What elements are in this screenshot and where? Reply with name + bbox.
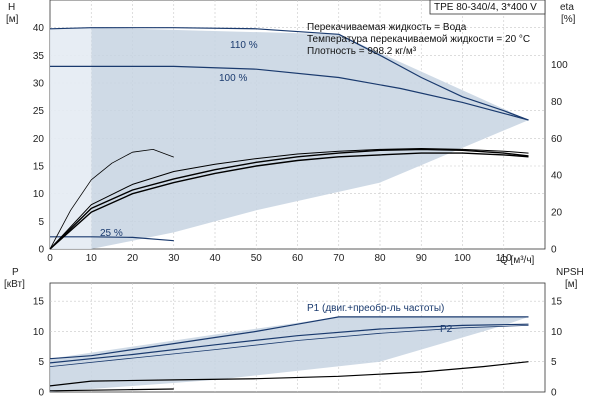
note-density: Плотность = 998.2 кг/м³ — [307, 46, 417, 57]
x-tick: 100 — [454, 253, 471, 264]
x-tick: 70 — [333, 253, 345, 264]
eta-y-label: eta — [560, 2, 574, 13]
head-ticks: 0 5 10 15 20 25 30 35 40 0 20 40 60 80 100 0 10 20 30 40 50 6… — [33, 23, 568, 264]
y-tick-right: 60 — [551, 134, 563, 145]
series-line-2 — [49, 325, 529, 367]
y-tick-right: 5 — [551, 357, 557, 368]
y-tick-right: 40 — [551, 171, 563, 182]
y-tick-right: 0 — [551, 245, 557, 256]
y-tick-left: 25 — [33, 106, 45, 117]
y-tick-left: 0 — [38, 388, 44, 399]
x-tick: 60 — [292, 253, 304, 264]
curve-label-p1: P1 (двиг.+преобр-ль частоты) — [307, 302, 444, 314]
y-tick-right: 10 — [551, 327, 563, 338]
series-line-1 — [50, 65, 529, 121]
y-tick-right: 20 — [551, 208, 563, 219]
series-line-6 — [49, 148, 529, 250]
operating-range — [50, 316, 529, 392]
note-liquid: Перекачиваемая жидкость = Вода — [307, 22, 467, 33]
series-line-3 — [49, 361, 529, 387]
power-ticks: 0 5 10 15 0 5 10 15 — [33, 297, 563, 399]
y-tick-right: 100 — [551, 60, 568, 71]
y-tick-left: 40 — [33, 23, 45, 34]
x-tick: 80 — [374, 253, 386, 264]
series-line-0 — [49, 27, 529, 121]
y-tick-left: 15 — [33, 162, 45, 173]
series-line-4 — [49, 388, 174, 392]
model-title: TPE 80-340/4, 3*400 V — [434, 2, 537, 13]
head-y-label: H — [8, 2, 15, 13]
power-y-label: P — [12, 267, 19, 278]
npsh-y-label-line2: [м] — [565, 279, 578, 290]
head-series — [49, 27, 529, 250]
y-tick-right: 0 — [551, 388, 557, 399]
series-line-2 — [50, 236, 174, 242]
y-tick-left: 10 — [33, 189, 45, 200]
y-tick-left: 20 — [33, 134, 45, 145]
x-tick: 0 — [47, 253, 53, 264]
series-line-4 — [49, 152, 529, 250]
series-line-1 — [49, 323, 529, 364]
head-y-label-line2: [м] — [6, 14, 19, 25]
series-line-5 — [49, 148, 529, 250]
power-operating-area — [50, 316, 529, 392]
y-tick-right: 80 — [551, 97, 563, 108]
npsh-y-label: NPSH — [556, 267, 584, 278]
x-tick: 40 — [209, 253, 221, 264]
eta-y-label-line2: [%] — [561, 14, 576, 25]
x-tick: 30 — [168, 253, 180, 264]
y-tick-left: 15 — [33, 297, 45, 308]
curve-label-110: 110 % — [230, 40, 258, 51]
curve-label-p2: P2 — [440, 324, 453, 335]
series-line-3 — [49, 149, 174, 250]
y-tick-left: 0 — [38, 245, 44, 256]
operating-range-light — [50, 27, 92, 250]
power-series — [49, 316, 529, 392]
power-y-label-line2: [кВт] — [4, 279, 25, 290]
x-tick: 20 — [127, 253, 139, 264]
model-box — [429, 0, 546, 15]
x-tick: 50 — [251, 253, 263, 264]
y-tick-left: 30 — [33, 79, 45, 90]
curve-label-100: 100 % — [219, 73, 247, 84]
x-tick: 10 — [86, 253, 98, 264]
operating-range — [91, 27, 529, 250]
y-tick-left: 5 — [38, 217, 44, 228]
y-tick-left: 35 — [33, 51, 45, 62]
x-tick: 110 — [496, 253, 512, 264]
flow-x-label: Q [м³/ч] — [500, 255, 535, 266]
head-operating-area — [50, 27, 529, 250]
x-tick: 90 — [416, 253, 428, 264]
series-line-0 — [49, 316, 529, 360]
curve-label-25: 25 % — [100, 228, 123, 239]
note-temperature: Температура перекачиваемой жидкости = 20… — [307, 34, 530, 45]
y-tick-right: 15 — [551, 297, 563, 308]
y-tick-left: 5 — [38, 357, 44, 368]
y-tick-left: 10 — [33, 327, 45, 338]
